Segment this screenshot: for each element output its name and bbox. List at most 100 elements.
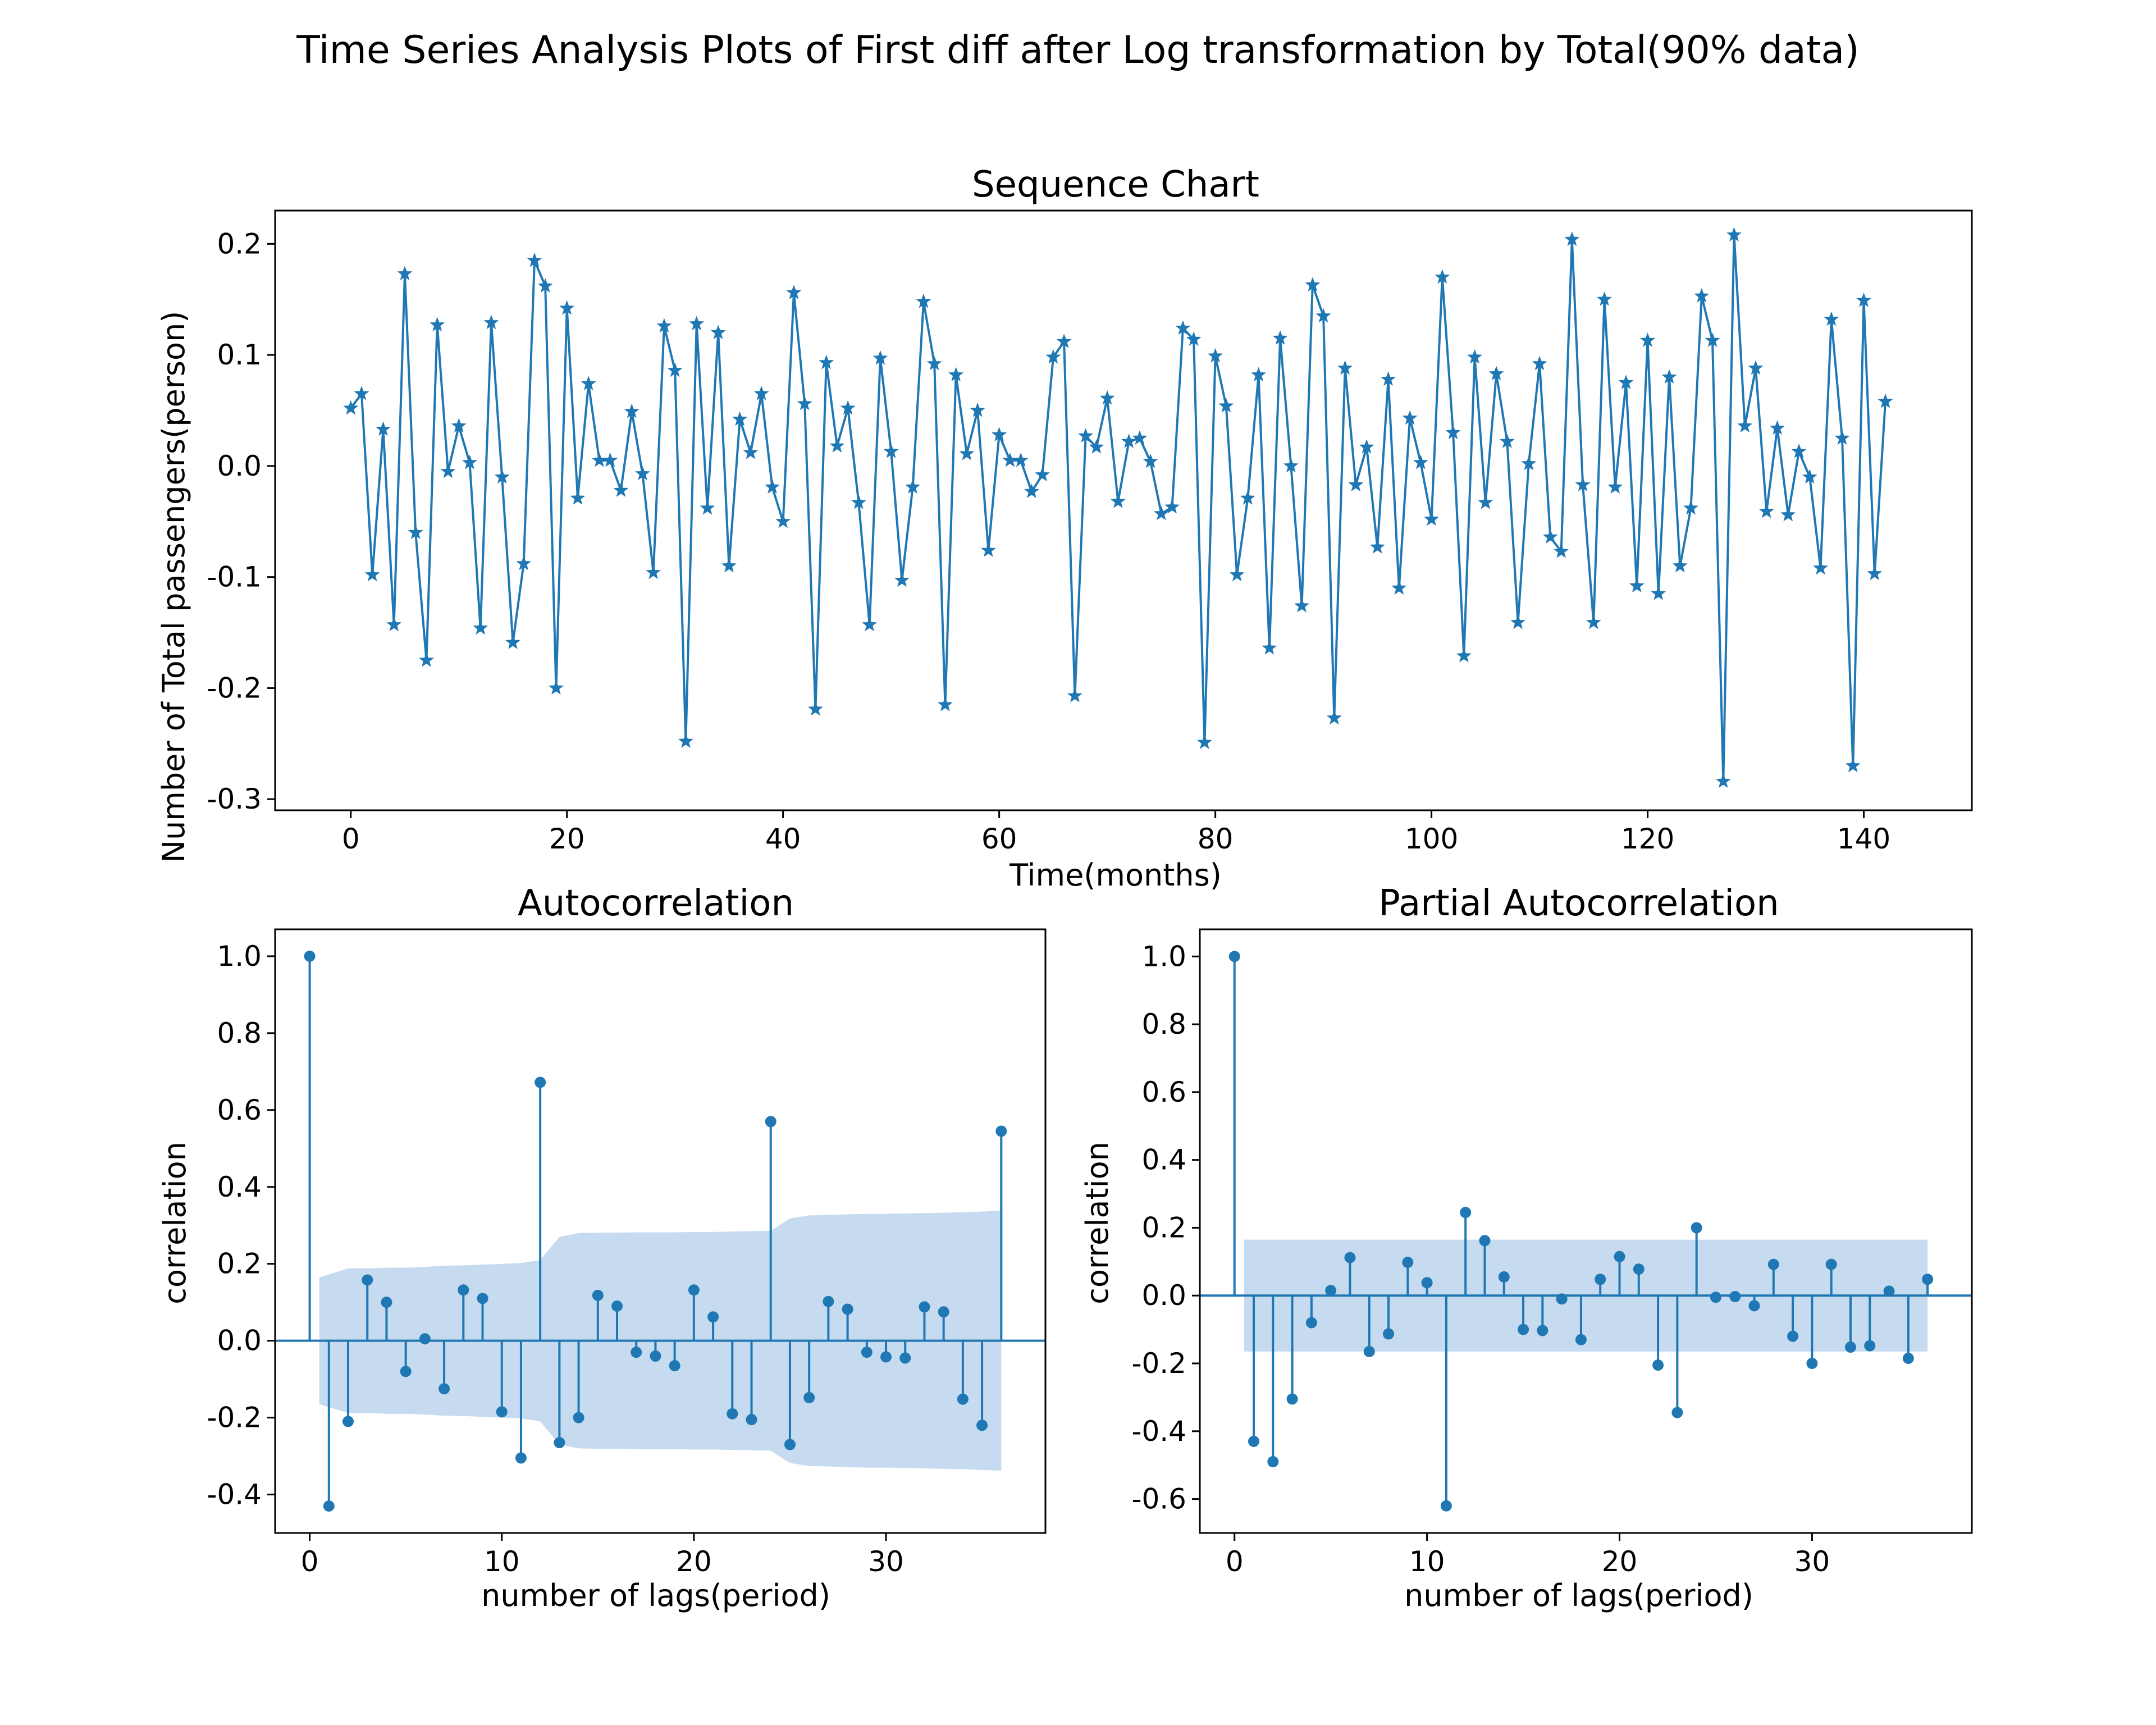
pacf-stem-marker [1595,1274,1606,1285]
sequence-star-marker [1283,458,1299,473]
sequence-star-marker [1694,288,1710,303]
acf-xtick-label: 30 [868,1545,904,1578]
pacf-ytick-label: 0.0 [1141,1279,1186,1312]
acf-stem-marker [381,1297,392,1308]
sequence-star-marker [807,701,823,716]
acf-stem-marker [323,1500,335,1512]
pacf-stem-marker [1767,1258,1779,1270]
acf-stem-marker [765,1116,776,1128]
sequence-star-marker [1110,494,1126,508]
acf-stem-marker [304,950,316,962]
sequence-ytick-label: 0.2 [217,227,262,260]
sequence-star-marker [980,542,996,557]
pacf-ytick-label: 0.8 [1141,1008,1186,1041]
pacf-stem-marker [1248,1435,1260,1447]
pacf-chart-plot-area: 0 10 20 30 -0.6 -0.4 -0.2 0.0 0.2 0.4 0.6 0.8 1.0 [1131,928,1973,1578]
pacf-stem-marker [1498,1271,1510,1283]
sequence-chart-title: Sequence Chart [972,164,1259,206]
sequence-star-marker [1229,567,1245,582]
sequence-star-marker [1672,558,1688,573]
sequence-star-marker [1078,428,1094,442]
acf-stem-marker [342,1416,354,1427]
sequence-star-marker [926,355,942,371]
pacf-stem-marker [1787,1330,1799,1342]
sequence-xtick-label: 0 [342,823,360,855]
acf-ytick-label: 0.2 [217,1248,262,1280]
sequence-star-marker [1056,334,1072,348]
acf-frame [274,928,1047,1534]
sequence-ytick-label: -0.1 [207,561,262,594]
pacf-ytick-label: 1.0 [1141,940,1186,973]
sequence-star-marker [1878,394,1893,408]
sequence-star-marker [797,395,812,410]
sequence-star-marker [786,285,802,299]
acf-ytick-label: 0.8 [217,1017,262,1049]
sequence-star-marker [1348,477,1364,491]
sequence-chart-xlabel: Time(months) [1009,857,1222,893]
sequence-star-marker [1834,430,1850,445]
sequence-star-marker [494,469,510,484]
sequence-star-marker [1499,433,1515,448]
pacf-stem-marker [1883,1285,1895,1297]
pacf-stem-marker [1844,1341,1856,1353]
sequence-star-marker [1813,560,1828,575]
sequence-star-marker [591,452,607,467]
sequence-star-marker [656,318,672,333]
sequence-xtick-label: 140 [1837,823,1890,855]
sequence-star-marker [1467,349,1483,364]
sequence-star-marker [1867,565,1883,581]
acf-ytick-label: 0.4 [217,1171,262,1203]
pacf-stem-marker [1402,1257,1414,1268]
acf-stem-marker [823,1295,834,1307]
sequence-star-marker [570,490,586,505]
sequence-star-marker [1391,580,1407,595]
sequence-star-marker [1013,452,1029,467]
pacf-stem-marker [1267,1456,1279,1468]
pacf-xtick-label: 0 [1226,1545,1244,1578]
pacf-stem-marker [1286,1393,1298,1405]
sequence-xtick-label: 40 [765,823,801,855]
sequence-star-marker [905,479,921,494]
acf-stem-marker [688,1284,700,1296]
sequence-xtick-label: 20 [549,823,585,855]
sequence-star-marker [1218,398,1234,413]
sequence-star-marker [581,376,596,390]
sequence-star-marker [1758,503,1774,518]
sequence-star-marker [894,572,910,587]
sequence-star-marker [397,266,413,281]
pacf-stem-marker [1363,1345,1375,1357]
sequence-star-marker [721,558,737,573]
sequence-star-marker [419,652,434,667]
acf-stem-marker [515,1452,527,1464]
acf-stem-marker [400,1366,412,1377]
sequence-star-marker [1153,505,1169,521]
sequence-star-marker [408,524,423,540]
acf-ytick-label: 1.0 [217,940,262,973]
pacf-stem-marker [1344,1252,1356,1263]
sequence-ytick-label: 0.0 [217,450,262,482]
acf-ytick-label: -0.4 [207,1478,262,1511]
sequence-star-marker [548,680,564,695]
sequence-star-marker [1651,586,1666,600]
figure-suptitle: Time Series Analysis Plots of First diff… [296,28,1859,72]
acf-stem-marker [669,1360,680,1372]
acf-stem-marker [842,1303,853,1315]
sequence-star-marker [364,567,380,582]
sequence-xtick-label: 100 [1405,823,1458,855]
acf-stem-marker [611,1300,623,1312]
pacf-stem-marker [1325,1285,1337,1297]
sequence-star-marker [948,367,964,382]
sequence-star-marker [537,278,553,293]
sequence-star-marker [602,452,618,467]
acf-stem-marker [919,1301,930,1313]
pacf-stem-marker [1710,1292,1721,1303]
sequence-series-line [350,234,1886,783]
sequence-star-marker [473,620,488,635]
sequence-star-marker [1618,375,1634,390]
acf-stem-marker [496,1406,508,1418]
sequence-star-marker [440,463,456,478]
sequence-star-marker [1640,332,1656,347]
sequence-star-marker [1802,469,1817,484]
sequence-star-marker [1845,757,1861,773]
pacf-stem-marker [1383,1328,1395,1340]
